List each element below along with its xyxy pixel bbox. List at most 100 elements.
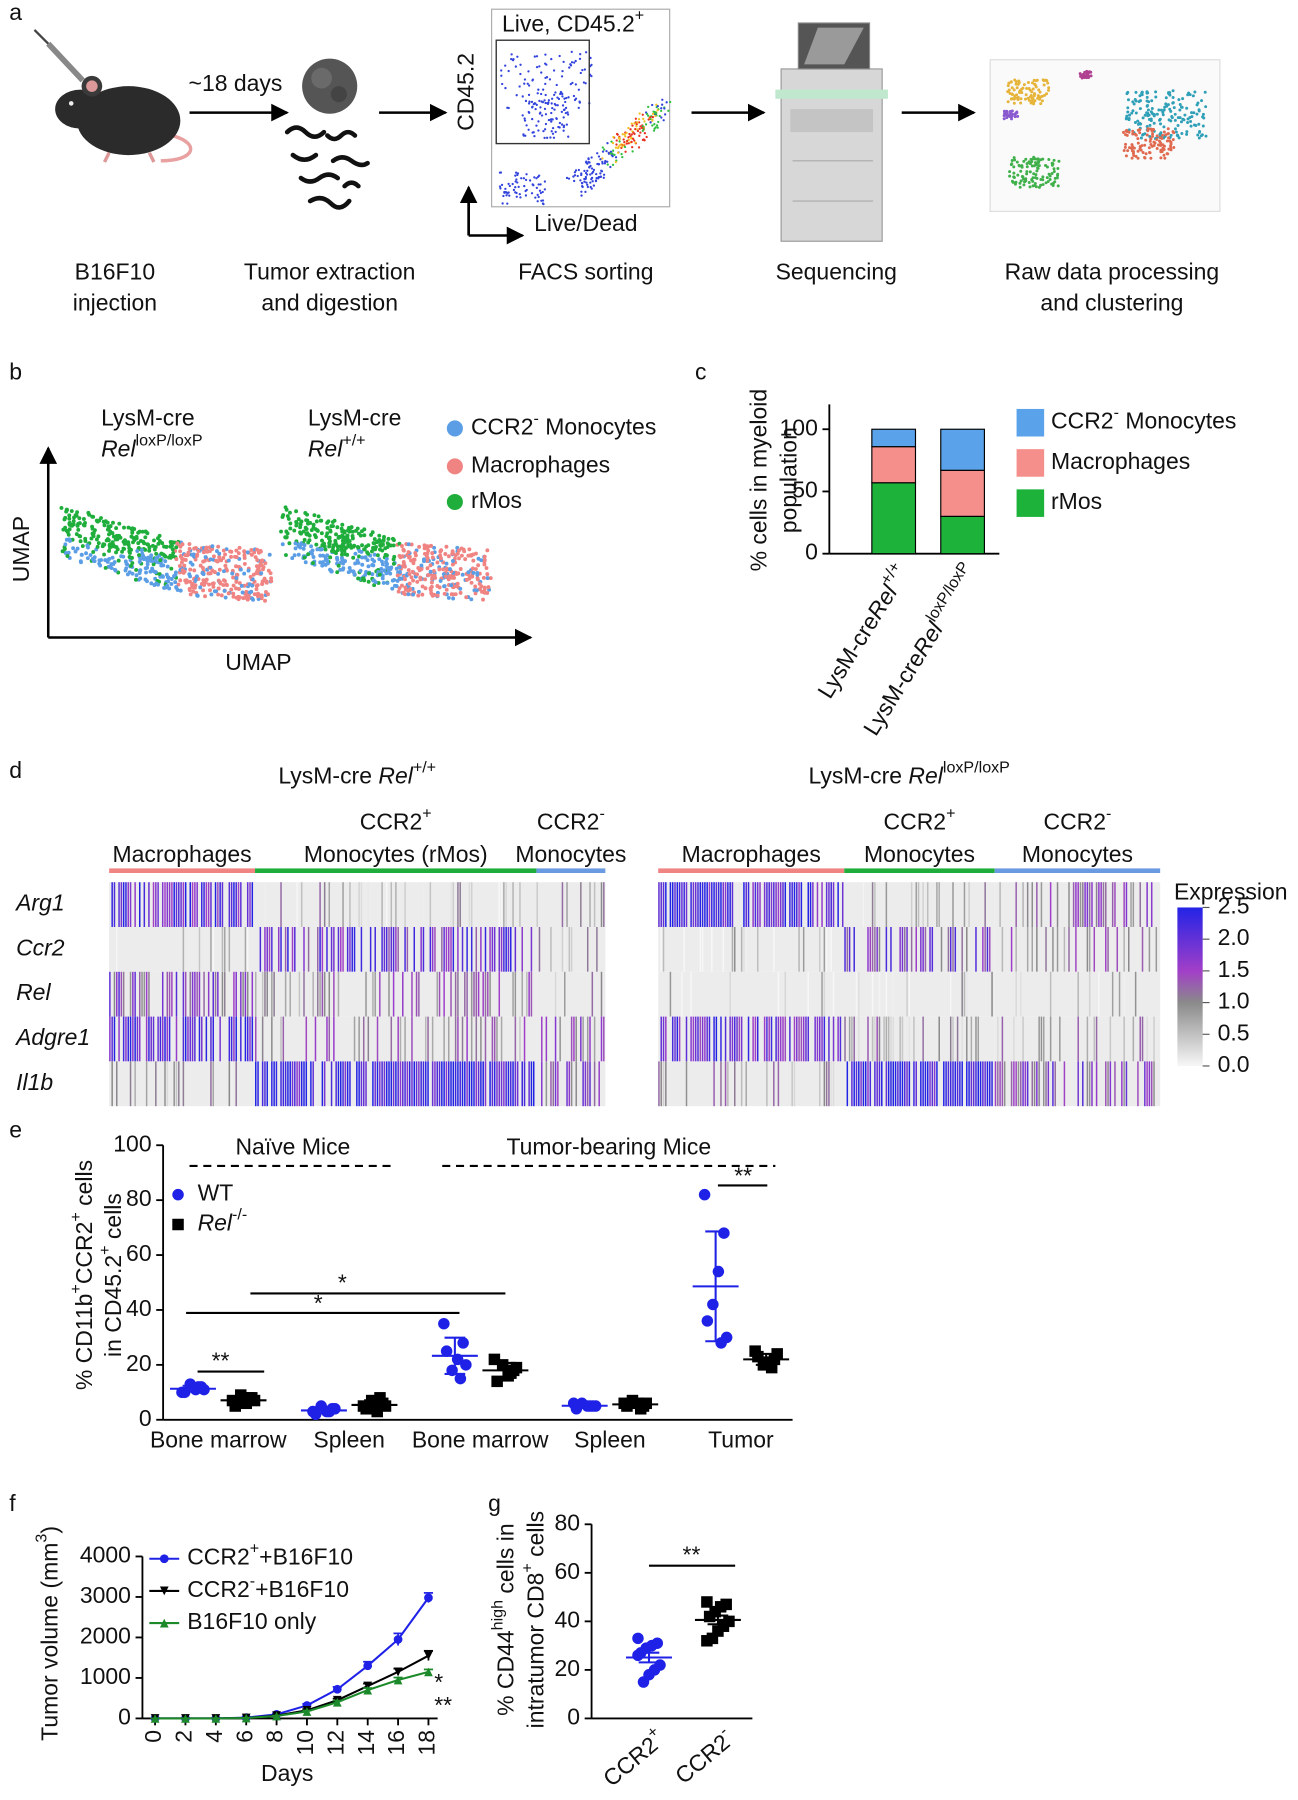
umap-cell (103, 519, 108, 524)
facs-dot (527, 93, 531, 97)
facs-dot (566, 113, 570, 116)
heatmap-stripe (477, 1061, 480, 1107)
heatmap-stripe (237, 882, 240, 927)
mini-umap-dot (1134, 154, 1138, 158)
heatmap-stripe (1095, 1061, 1098, 1107)
heatmap-stripe (671, 1016, 674, 1062)
heatmap-stripe (157, 1016, 159, 1062)
heatmap-stripe (1141, 1016, 1144, 1062)
facs-dot (624, 150, 627, 153)
umap-cell (257, 564, 261, 569)
facs-dot (633, 122, 636, 125)
x-tick-label: 16 (383, 1730, 409, 1756)
mini-umap-dot (1169, 144, 1173, 148)
heatmap-stripe (775, 882, 777, 927)
mini-umap-dot (1145, 95, 1149, 99)
heatmap-stripe (323, 971, 326, 1017)
umap-cell (446, 577, 451, 582)
umap-cell (237, 581, 242, 586)
x-tick-label: Bone marrow (150, 1427, 287, 1453)
heatmap-stripe (1123, 882, 1125, 927)
umap-cell (204, 577, 209, 582)
data-point (393, 1667, 403, 1677)
data-point (241, 1713, 251, 1723)
umap-cell (385, 553, 389, 558)
umap-cell (96, 541, 101, 546)
mini-umap-dot (1136, 141, 1140, 145)
umap-cell (159, 551, 164, 556)
umap-cell (311, 560, 315, 565)
mini-umap-dot (1194, 124, 1198, 128)
umap-cell (336, 563, 341, 568)
mouse-icon (33, 29, 193, 163)
heatmap-stripe (512, 882, 514, 927)
heatmap-stripe (244, 926, 247, 972)
umap-cell (346, 544, 351, 549)
facs-dot (669, 100, 672, 104)
mini-umap-dot (1171, 130, 1175, 134)
heatmap-stripe (161, 1016, 164, 1062)
data-point (488, 1353, 501, 1366)
heatmap-stripe (734, 1061, 736, 1107)
facs-dot (503, 191, 506, 194)
facs-dot (610, 140, 613, 143)
umap-cell (259, 558, 264, 563)
heatmap-stripe (1144, 1061, 1146, 1107)
umap-cell (388, 571, 393, 576)
facs-dot (641, 113, 644, 116)
umap-cell (254, 587, 259, 592)
mini-umap-dot (1131, 129, 1135, 133)
heatmap-stripe (420, 926, 422, 972)
bar-segment (940, 428, 985, 471)
mini-umap-dot (1141, 116, 1145, 120)
heatmap-stripe (720, 1016, 722, 1062)
heatmap-cell (994, 926, 1161, 972)
umap-cell (429, 580, 434, 585)
heatmap-stripe (938, 882, 940, 927)
heatmap-stripe (434, 1061, 436, 1107)
heatmap-stripe (454, 971, 457, 1017)
heatmap-stripe (936, 1061, 938, 1107)
mini-umap-dot (1143, 143, 1147, 147)
umap-cell (476, 563, 481, 568)
facs-dot (627, 136, 630, 139)
heatmap-stripe (1015, 882, 1017, 927)
heatmap-stripe (266, 926, 268, 972)
heatmap-stripe (521, 1061, 523, 1107)
text-piece: + (67, 1212, 85, 1221)
umap-cell (356, 560, 361, 565)
heatmap-stripe (498, 971, 501, 1017)
heatmap-stripe (342, 926, 344, 972)
mini-umap-dot (1035, 169, 1039, 173)
heatmap-stripe (952, 882, 954, 927)
heatmap-stripe (798, 1016, 800, 1062)
umap-cell (397, 553, 402, 558)
umap-cell (458, 586, 463, 591)
mini-umap-dot (1138, 128, 1142, 132)
facs-dot (573, 174, 577, 177)
heatmap-stripe (997, 1061, 999, 1107)
umap-cell (358, 533, 363, 538)
mini-umap-dot (1177, 98, 1181, 102)
facs-dot (527, 111, 531, 114)
heatmap-stripe (717, 882, 720, 927)
heatmap-stripe (586, 1016, 589, 1062)
umap-cell (449, 592, 454, 597)
heatmap-stripe (291, 1061, 294, 1107)
umap-cell (288, 521, 293, 526)
facs-dot (539, 191, 543, 195)
umap-cell (407, 572, 412, 576)
umap-cell (256, 591, 260, 596)
umap-cell (105, 559, 110, 564)
heatmap-stripe (122, 882, 125, 927)
heatmap-stripe (821, 1016, 823, 1062)
data-point (440, 1345, 453, 1357)
y-tick-label: 0 (805, 539, 818, 565)
facs-dot (519, 72, 522, 76)
heatmap-stripe (498, 926, 501, 972)
heatmap-stripe (915, 1061, 917, 1107)
umap-cell (386, 565, 391, 570)
facs-dot (531, 131, 534, 134)
heatmap-stripe (1026, 926, 1029, 972)
heatmap-cell (255, 1061, 537, 1107)
